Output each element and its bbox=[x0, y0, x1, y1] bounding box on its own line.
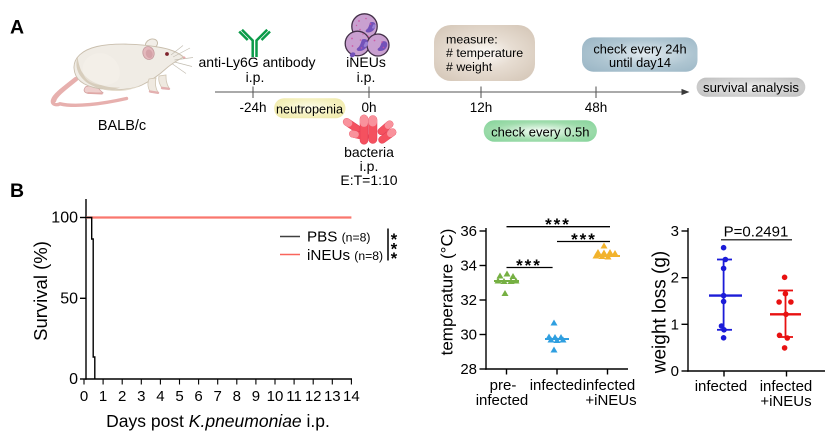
svg-text:survival analysis: survival analysis bbox=[703, 80, 799, 95]
svg-text:*: * bbox=[391, 231, 398, 249]
svg-text:P=0.2491: P=0.2491 bbox=[724, 224, 789, 241]
svg-text:*: * bbox=[391, 241, 398, 259]
svg-text:PBS (n=8): PBS (n=8) bbox=[307, 229, 370, 246]
svg-text:7: 7 bbox=[214, 388, 222, 405]
svg-text:0h: 0h bbox=[361, 100, 376, 115]
svg-text:pre-: pre- bbox=[490, 377, 517, 394]
svg-text:check every 24h: check every 24h bbox=[593, 42, 686, 57]
svg-text:0: 0 bbox=[671, 363, 679, 380]
svg-text:10: 10 bbox=[267, 388, 284, 405]
svg-text:***: *** bbox=[516, 256, 542, 275]
svg-text:12: 12 bbox=[305, 388, 322, 405]
svg-text:iNEUs (n=8): iNEUs (n=8) bbox=[307, 247, 383, 264]
svg-text:***: *** bbox=[571, 230, 597, 249]
svg-text:1: 1 bbox=[671, 316, 679, 333]
svg-text:5: 5 bbox=[175, 388, 183, 405]
svg-text:9: 9 bbox=[252, 388, 260, 405]
svg-text:temperature (°C): temperature (°C) bbox=[438, 229, 457, 356]
svg-text:1: 1 bbox=[99, 388, 107, 405]
svg-text:infected: infected bbox=[476, 392, 529, 409]
svg-text:8: 8 bbox=[233, 388, 241, 405]
svg-text:32: 32 bbox=[460, 292, 477, 309]
svg-text:anti-Ly6G antibody: anti-Ly6G antibody bbox=[199, 54, 316, 70]
svg-text:28: 28 bbox=[460, 361, 477, 378]
svg-text:3: 3 bbox=[137, 388, 145, 405]
svg-text:infected: infected bbox=[583, 377, 636, 394]
svg-text:bacteria: bacteria bbox=[344, 144, 394, 160]
svg-text:2: 2 bbox=[671, 270, 679, 287]
svg-text:A: A bbox=[10, 17, 24, 39]
svg-text:# temperature: # temperature bbox=[446, 46, 523, 60]
svg-text:neutropenia: neutropenia bbox=[276, 102, 344, 116]
svg-text:measure:: measure: bbox=[446, 33, 498, 47]
svg-text:weight loss (g): weight loss (g) bbox=[650, 251, 671, 375]
svg-text:30: 30 bbox=[460, 327, 477, 344]
svg-text:11: 11 bbox=[286, 388, 302, 405]
svg-text:*: * bbox=[391, 250, 398, 268]
svg-text:13: 13 bbox=[324, 388, 341, 405]
svg-text:+iNEUs: +iNEUs bbox=[760, 393, 811, 410]
svg-text:48h: 48h bbox=[585, 100, 608, 115]
svg-text:14: 14 bbox=[343, 388, 360, 405]
svg-text:3: 3 bbox=[671, 223, 679, 240]
svg-text:-24h: -24h bbox=[239, 100, 266, 115]
svg-text:B: B bbox=[10, 180, 24, 202]
svg-text:0: 0 bbox=[69, 371, 78, 388]
svg-text:infected: infected bbox=[530, 377, 583, 394]
svg-text:i.p.: i.p. bbox=[246, 69, 265, 85]
svg-text:E:T=1:10: E:T=1:10 bbox=[340, 172, 397, 188]
svg-text:50: 50 bbox=[60, 290, 78, 307]
svg-text:# weight: # weight bbox=[446, 60, 493, 74]
svg-text:infected: infected bbox=[760, 378, 813, 395]
svg-text:0: 0 bbox=[80, 388, 88, 405]
svg-text:100: 100 bbox=[51, 210, 78, 227]
svg-text:2: 2 bbox=[118, 388, 126, 405]
svg-text:BALB/c: BALB/c bbox=[98, 118, 146, 134]
svg-text:36: 36 bbox=[460, 223, 477, 240]
svg-text:check every 0.5h: check every 0.5h bbox=[491, 124, 589, 139]
svg-text:4: 4 bbox=[156, 388, 164, 405]
svg-text:34: 34 bbox=[460, 258, 477, 275]
svg-text:12h: 12h bbox=[470, 100, 493, 115]
svg-text:***: *** bbox=[545, 215, 571, 234]
svg-text:i.p.: i.p. bbox=[360, 158, 379, 174]
svg-text:i.p.: i.p. bbox=[357, 69, 376, 85]
svg-text:until day14: until day14 bbox=[609, 55, 671, 70]
svg-text:Days post K.pneumoniae i.p.: Days post K.pneumoniae i.p. bbox=[106, 411, 330, 431]
svg-text:+iNEUs: +iNEUs bbox=[585, 392, 636, 409]
svg-text:Survival (%): Survival (%) bbox=[30, 241, 51, 341]
svg-text:infected: infected bbox=[695, 378, 748, 395]
svg-text:6: 6 bbox=[194, 388, 202, 405]
svg-text:iNEUs: iNEUs bbox=[346, 54, 386, 70]
